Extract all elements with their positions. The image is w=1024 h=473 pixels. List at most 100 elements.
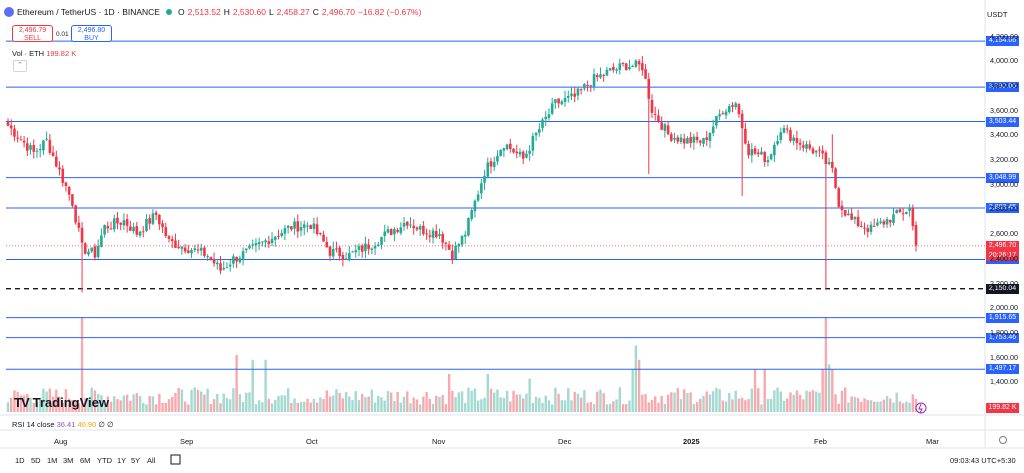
candle-body [270,238,274,244]
volume-bar [412,397,415,412]
candle-body [341,254,345,260]
chevron-up-icon[interactable]: ⌃ [13,60,27,72]
volume-bar [32,402,35,412]
volume-bar [583,390,586,412]
candle-body [29,145,32,150]
volume-bar [274,400,277,412]
candle-body [174,240,177,248]
candle-body [595,75,599,78]
candle-body [222,268,226,270]
volume-bar [109,401,113,412]
volume-bar [383,400,386,412]
volume-bar [702,395,705,412]
timeframe-3m[interactable]: 3M [63,456,74,465]
volume-bar [815,391,818,412]
volume-bar [599,389,602,412]
timeframe-all[interactable]: All [147,456,156,465]
level-price-tag: 1,497.17 [986,364,1019,375]
candle-body [83,243,87,254]
candle-body [486,162,490,177]
volume-bar [402,396,406,412]
volume-bar [802,399,805,412]
rsi-ma-value: 40.90 [77,420,97,429]
candle-body [869,224,873,232]
volume-bar [467,387,470,412]
volume-bar [625,404,628,412]
candle-body [13,128,16,137]
price-axis-label: 3,400.00 [990,130,1018,140]
timeframe-1y[interactable]: 1Y [117,456,127,465]
timeframe-ytd[interactable]: YTD [97,456,112,465]
volume-bar [831,369,834,412]
volume-bar [399,402,403,412]
candle-body [90,247,94,252]
timeframe-5d[interactable]: 5D [31,456,41,465]
volume-bar [444,404,448,412]
candle-body [489,161,493,167]
candle-body [711,126,715,134]
volume-bar [721,400,725,412]
candle-body [509,143,512,149]
candle-body [386,229,390,233]
volume-bar [486,374,489,412]
volume-legend[interactable]: Vol · ETH 199.82 K [12,49,76,58]
volume-bar [847,402,850,412]
timeframe-5y[interactable]: 5Y [131,456,141,465]
candle-body [293,221,296,229]
currency-label[interactable]: USDT [987,10,1008,19]
candle-body [67,186,71,195]
candle-body [650,99,654,113]
volume-bar [895,392,898,412]
volume-bar [435,395,438,412]
candle-body [679,137,683,143]
candle-body [348,253,351,260]
volume-bar [505,390,509,412]
candle-body [885,219,889,225]
candle-body [122,220,126,226]
timeframe-1d[interactable]: 1D [15,456,25,465]
volume-bar [901,403,905,412]
volume-bar [409,403,412,412]
timeframe-6m[interactable]: 6M [80,456,91,465]
candle-body [415,227,419,230]
candle-body [534,132,538,136]
candle-body [824,152,828,165]
volume-bar [306,398,309,412]
candle-body [151,213,155,224]
candle-body [727,106,731,113]
candle-body [695,136,699,141]
volume-bar [650,400,654,412]
candle-body [628,66,631,70]
price-axis-label: 4,200.00 [990,31,1018,41]
volume-bar [663,403,667,412]
candle-body [74,205,77,223]
candle-body [428,235,432,237]
candle-body [802,145,805,148]
volume-bar [879,401,882,412]
candle-body [322,234,325,242]
candle-body [238,258,242,263]
price-axis-label: 2,800.00 [990,204,1018,214]
volume-bar [93,390,97,412]
sell-button[interactable]: 2,496.79 SELL [12,25,53,42]
volume-bar [602,393,605,412]
timeframe-1m[interactable]: 1M [47,456,58,465]
candle-body [766,160,770,163]
candle-body [637,61,641,65]
volume-bar [357,400,361,412]
clock[interactable]: 09:03:43 UTC+5:30 [950,456,1016,465]
symbol-title[interactable]: Ethereum / TetherUS · 1D · BINANCE [17,7,160,17]
candle-body [898,209,902,213]
volume-bar [509,401,512,412]
rsi-legend[interactable]: RSI 14 close 36.41 40.90 ∅ ∅ [12,420,114,429]
candle-body [673,138,676,140]
volume-tag: 199.82 K [986,403,1019,413]
volume-bar [856,397,860,412]
candle-body [158,214,161,225]
candle-body [827,162,831,164]
buy-button[interactable]: 2,496.80 BUY [71,25,112,42]
candle-body [715,115,718,126]
time-axis-label: Dec [558,437,572,446]
volume-bar [631,369,634,412]
